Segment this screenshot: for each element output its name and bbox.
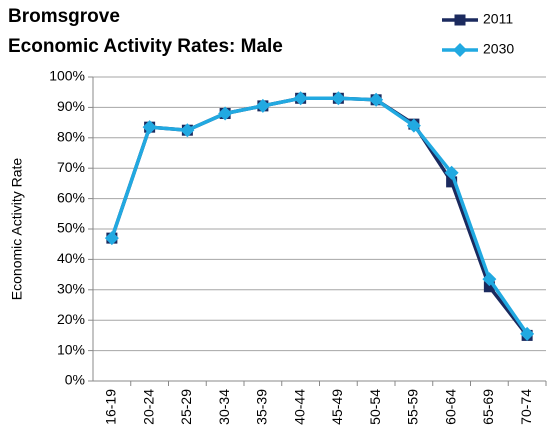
- data-point: [255, 98, 270, 113]
- y-tick-label: 20%: [57, 311, 85, 327]
- data-point: [446, 176, 458, 188]
- y-tick-label: 90%: [57, 98, 85, 114]
- data-point: [520, 326, 535, 341]
- data-point: [180, 123, 195, 138]
- data-point: [454, 14, 466, 26]
- y-tick-label: 80%: [57, 129, 85, 145]
- y-tick-label: 100%: [49, 68, 85, 84]
- legend-label: 2030: [483, 41, 514, 57]
- x-tick-label: 35-39: [254, 389, 270, 425]
- x-tick-label: 45-49: [329, 389, 345, 425]
- y-tick-label: 30%: [57, 281, 85, 297]
- data-point: [453, 43, 467, 57]
- y-tick-label: 0%: [65, 372, 85, 388]
- data-point: [369, 92, 384, 107]
- data-point: [331, 91, 346, 106]
- x-tick-label: 70-74: [518, 389, 534, 425]
- data-point: [218, 106, 233, 121]
- x-tick-label: 40-44: [291, 389, 307, 425]
- x-tick-label: 20-24: [140, 389, 156, 425]
- data-point: [482, 272, 497, 287]
- x-tick-label: 55-59: [405, 389, 421, 425]
- x-tick-label: 60-64: [442, 389, 458, 425]
- y-tick-label: 50%: [57, 220, 85, 236]
- x-tick-label: 16-19: [103, 389, 119, 425]
- x-tick-label: 65-69: [480, 389, 496, 425]
- x-tick-label: 50-54: [367, 389, 383, 425]
- data-point: [483, 281, 495, 293]
- data-point: [142, 120, 157, 135]
- data-point: [293, 91, 308, 106]
- x-tick-label: 30-34: [216, 389, 232, 425]
- x-tick-label: 25-29: [178, 389, 194, 425]
- data-point: [104, 231, 119, 246]
- y-tick-label: 40%: [57, 250, 85, 266]
- data-point: [406, 118, 421, 133]
- chart-title: Bromsgrove: [8, 6, 120, 27]
- data-point: [444, 165, 459, 180]
- chart-subtitle: Economic Activity Rates: Male: [8, 36, 283, 57]
- legend-label: 2011: [483, 11, 513, 27]
- y-tick-label: 60%: [57, 189, 85, 205]
- y-tick-label: 70%: [57, 159, 85, 175]
- series-line: [110, 96, 529, 337]
- y-axis-label: Economic Activity Rate: [9, 158, 25, 301]
- y-tick-label: 10%: [57, 341, 85, 357]
